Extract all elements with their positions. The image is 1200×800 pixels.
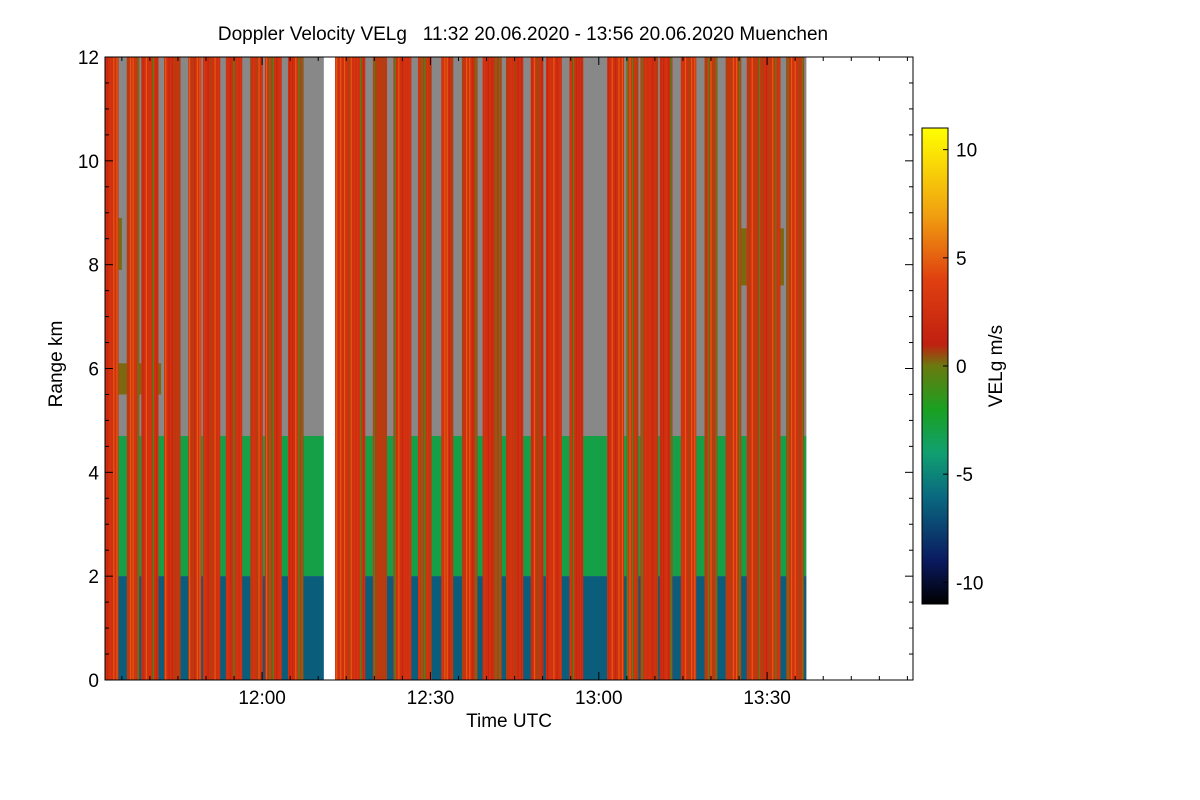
- colorbar-tick-label: -5: [956, 465, 973, 486]
- y-axis-label: Range km: [46, 321, 67, 408]
- colorbar-tick-label: 10: [956, 141, 977, 162]
- y-tick-label: 10: [78, 152, 99, 173]
- chart-title: Doppler Velocity VELg 11:32 20.06.2020 -…: [218, 24, 828, 45]
- colorbar-tick-label: -10: [956, 573, 983, 594]
- y-tick-label: 6: [88, 360, 99, 381]
- data-gap: [806, 57, 913, 680]
- data-gap: [323, 57, 336, 680]
- x-tick-label: 12:00: [238, 688, 286, 709]
- plot-area: [105, 57, 913, 680]
- y-tick-label: 12: [78, 48, 99, 69]
- y-tick-label: 8: [88, 256, 99, 277]
- y-tick-label: 0: [88, 671, 99, 692]
- colorbar-label: VELg m/s: [986, 325, 1007, 407]
- y-axis: 0 2 4 6 8 10 12: [78, 48, 913, 692]
- colorbar-tick-label: 5: [956, 249, 967, 270]
- y-tick-label: 4: [88, 463, 99, 484]
- y-tick-label: 2: [88, 567, 99, 588]
- x-axis-label: Time UTC: [466, 711, 552, 732]
- x-tick-label: 12:30: [407, 688, 455, 709]
- x-tick-label: 13:30: [743, 688, 791, 709]
- colorbar-tick-label: 0: [956, 357, 967, 378]
- x-tick-label: 13:00: [575, 688, 623, 709]
- colorbar-ticks: 10 5 0 -5 -10: [943, 141, 983, 594]
- x-axis: 12:00 12:30 13:00 13:30: [121, 57, 908, 709]
